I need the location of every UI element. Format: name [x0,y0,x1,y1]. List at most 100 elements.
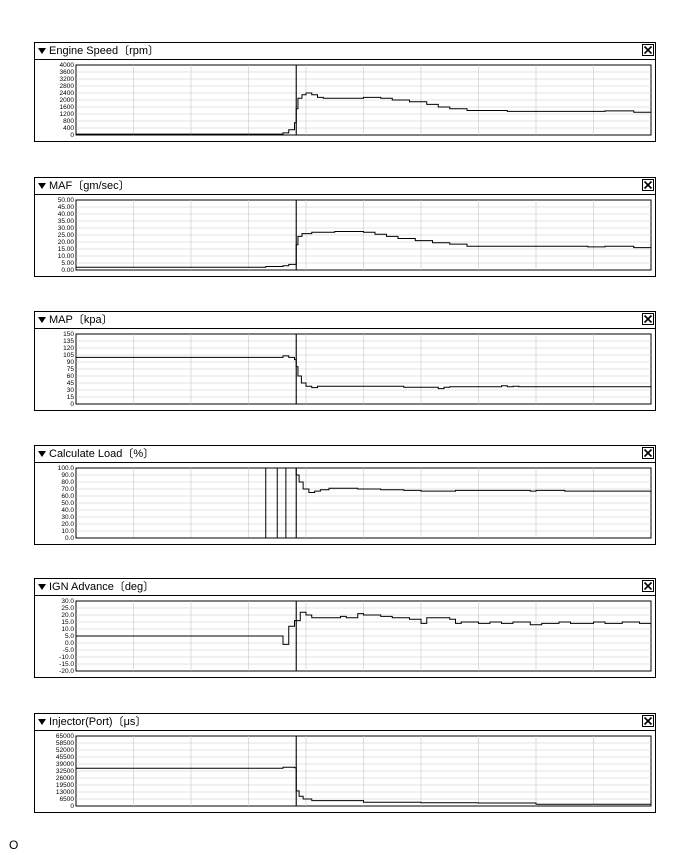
y-tick-label: 105 [63,352,74,359]
y-tick-label: 1200 [60,111,75,118]
y-tick-label: 150 [63,331,74,338]
y-tick-label: -5.0 [63,647,75,654]
panel-title: Injector(Port)〔μs〕 [49,716,147,728]
close-icon[interactable] [642,715,654,727]
injector-port-header: Injector(Port)〔μs〕 [35,714,655,731]
maf-header: MAF〔gm/sec〕 [35,178,655,195]
y-tick-label: 5.0 [65,633,74,640]
y-tick-label: 15 [67,394,75,401]
y-tick-label: 30.0 [61,514,74,521]
y-tick-label: 40.0 [61,507,74,514]
y-tick-label: 30.0 [61,598,74,605]
y-tick-label: 90 [67,359,75,366]
y-tick-label: 20.0 [61,521,74,528]
y-tick-label: 50.0 [61,500,74,507]
y-tick-label: 2400 [60,90,75,97]
injector-port-series-line [76,766,651,805]
collapse-triangle-icon[interactable] [36,45,48,57]
collapse-triangle-icon[interactable] [36,180,48,192]
y-tick-label: 1600 [60,104,75,111]
collapse-triangle-icon[interactable] [36,314,48,326]
y-tick-label: 50.00 [58,197,75,204]
y-tick-label: 0.0 [65,640,74,647]
close-icon[interactable] [642,580,654,592]
y-tick-label: 20.00 [58,239,75,246]
y-tick-label: 58500 [56,740,74,747]
y-tick-label: 20.0 [61,612,74,619]
y-tick-label: 10.0 [61,528,74,535]
ign-advance-chart: 30.025.020.015.010.05.00.0-5.0-10.0-15.0… [59,598,652,675]
ign-advance-panel: IGN Advance〔deg〕 30.0 25.0 20.0 15.0 10.0 5.0 0… [34,578,656,678]
y-tick-label: 45.00 [58,204,75,211]
collapse-triangle-icon[interactable] [36,448,48,460]
panel-title: MAP〔kpa〕 [49,314,113,326]
y-tick-label: -20.0 [59,668,74,675]
y-tick-label: 100.0 [58,465,75,472]
panel-title: Engine Speed〔rpm〕 [49,45,160,57]
close-icon[interactable] [642,44,654,56]
y-tick-label: 65000 [56,733,74,740]
y-tick-label: 45 [67,380,75,387]
y-tick-label: 6500 [60,796,75,803]
ign-advance-header: IGN Advance〔deg〕 [35,579,655,596]
y-tick-label: 25.0 [61,605,74,612]
y-tick-label: 75 [67,366,75,373]
y-tick-label: 15.0 [61,619,74,626]
y-tick-label: -10.0 [59,654,74,661]
y-tick-label: 45500 [56,754,74,761]
y-tick-label: 60.0 [61,493,74,500]
injector-port-chart: 6500058500520004550039000325002600019500… [56,733,652,810]
calculate-load-chart: 100.090.080.070.060.050.040.030.020.010.… [58,465,652,542]
y-tick-label: 135 [63,338,74,345]
map-panel: MAP〔kpa〕 150 135 120 105 90 75 60 45 30 15 0 [34,311,656,411]
maf-chart: 50.0045.0040.0035.0030.0025.0020.0015.00… [58,197,652,274]
injector-port-panel: Injector(Port)〔μs〕 65000 58500 52000 45500 39… [34,713,656,813]
panel-title: Calculate Load〔%〕 [49,448,155,460]
y-tick-label: 30.00 [58,225,75,232]
y-tick-label: 80.0 [61,479,74,486]
y-tick-label: 400 [63,125,74,132]
y-tick-label: 35.00 [58,218,75,225]
y-tick-label: 0 [70,132,74,139]
calculate-load-header: Calculate Load〔%〕 [35,446,655,463]
y-tick-label: 26000 [56,775,74,782]
y-tick-label: 0 [70,401,74,408]
y-tick-label: 13000 [56,789,74,796]
calculate-load-panel: Calculate Load〔%〕 100.0 90.0 80.0 70.0 60.0 50… [34,445,656,545]
close-icon[interactable] [642,179,654,191]
y-tick-label: 0.0 [65,535,74,542]
panel-title: MAF〔gm/sec〕 [49,180,130,192]
map-series-line [76,355,651,390]
y-tick-label: 30 [67,387,75,394]
y-tick-label: 32500 [56,768,74,775]
y-tick-label: 90.0 [61,472,74,479]
y-tick-label: 120 [63,345,74,352]
close-icon[interactable] [642,447,654,459]
y-tick-label: 2800 [60,83,75,90]
calculate-load-series-line [76,467,651,539]
ign-advance-series-line [76,611,651,645]
panel-title: IGN Advance〔deg〕 [49,581,155,593]
y-tick-label: 0.00 [61,267,74,274]
y-tick-label: 10.00 [58,253,75,260]
collapse-triangle-icon[interactable] [36,716,48,728]
footer-mark: O [9,838,19,852]
y-tick-label: 3200 [60,76,75,83]
y-tick-label: 40.00 [58,211,75,218]
engine-speed-series-line [76,92,651,135]
y-tick-label: 25.00 [58,232,75,239]
maf-panel: MAF〔gm/sec〕 50.00 45.00 40.00 35.00 30.00 25.0… [34,177,656,277]
y-tick-label: 800 [63,118,74,125]
close-icon[interactable] [642,313,654,325]
collapse-triangle-icon[interactable] [36,581,48,593]
engine-speed-header: Engine Speed〔rpm〕 [35,43,655,60]
y-tick-label: 10.0 [61,626,74,633]
y-tick-label: 5.00 [61,260,74,267]
y-tick-label: 70.0 [61,486,74,493]
y-tick-label: 60 [67,373,75,380]
engine-speed-panel: Engine Speed〔rpm〕 4000 3600 3200 2800 2400 200… [34,42,656,142]
y-tick-label: 3600 [60,69,75,76]
y-tick-label: 4000 [60,62,75,69]
